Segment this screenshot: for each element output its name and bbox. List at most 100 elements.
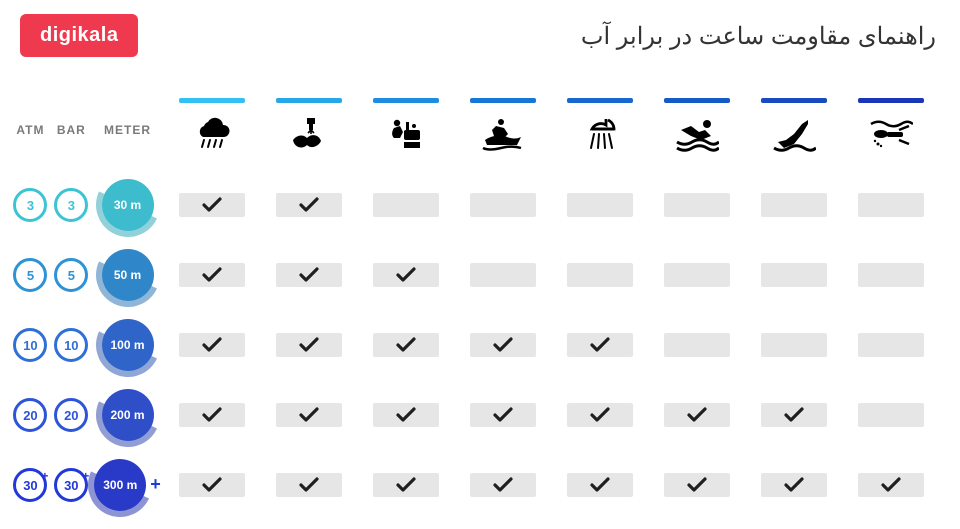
- support-cell: [179, 263, 245, 287]
- page-title: راهنمای مقاومت ساعت در برابر آب: [581, 22, 936, 51]
- activity-header-shower: [552, 98, 649, 161]
- activity-bar: [276, 98, 342, 103]
- support-cell: [664, 473, 730, 497]
- check-icon: [202, 197, 222, 213]
- column-header-meter: METER: [92, 98, 164, 161]
- support-cell: [567, 193, 633, 217]
- bar-badge: 20: [54, 398, 88, 432]
- jetski-icon: [455, 113, 552, 155]
- support-cell: [470, 263, 536, 287]
- check-icon: [590, 337, 610, 353]
- bar-badge: 30+: [54, 468, 88, 502]
- support-cell: [761, 333, 827, 357]
- check-icon: [493, 337, 513, 353]
- support-cell: [470, 473, 536, 497]
- check-icon: [687, 407, 707, 423]
- support-cell: [373, 193, 439, 217]
- activity-header-dive: [746, 98, 843, 161]
- shower-icon: [552, 113, 649, 155]
- support-cell: [179, 403, 245, 427]
- support-cell: [276, 333, 342, 357]
- support-cell: [567, 473, 633, 497]
- support-cell: [761, 403, 827, 427]
- check-icon: [493, 407, 513, 423]
- dive-icon: [746, 113, 843, 155]
- check-icon: [299, 197, 319, 213]
- table-row: 30+30+300 m+: [10, 459, 940, 511]
- atm-badge: 5: [13, 258, 47, 292]
- check-icon: [493, 477, 513, 493]
- check-icon: [784, 477, 804, 493]
- table-row: 2020200 m: [10, 389, 940, 441]
- support-cell: [179, 333, 245, 357]
- support-cell: [470, 193, 536, 217]
- support-cell: [858, 473, 924, 497]
- support-cell: [567, 333, 633, 357]
- support-cell: [276, 403, 342, 427]
- activity-bar: [858, 98, 924, 103]
- check-icon: [590, 477, 610, 493]
- bath-icon: [357, 113, 454, 155]
- bar-badge: 10: [54, 328, 88, 362]
- support-cell: [373, 403, 439, 427]
- support-cell: [470, 403, 536, 427]
- check-icon: [299, 407, 319, 423]
- support-cell: [373, 333, 439, 357]
- check-icon: [299, 477, 319, 493]
- activity-bar: [567, 98, 633, 103]
- bar-badge: 5: [54, 258, 88, 292]
- column-header-bar: BAR: [51, 98, 92, 161]
- support-cell: [664, 263, 730, 287]
- support-cell: [664, 333, 730, 357]
- check-icon: [299, 267, 319, 283]
- meter-badge: 200 m: [102, 389, 154, 441]
- support-cell: [858, 333, 924, 357]
- check-icon: [202, 407, 222, 423]
- activity-header-wash: [260, 98, 357, 161]
- support-cell: [858, 403, 924, 427]
- activity-bar: [373, 98, 439, 103]
- check-icon: [202, 337, 222, 353]
- bar-badge: 3: [54, 188, 88, 222]
- check-icon: [396, 267, 416, 283]
- activity-bar: [761, 98, 827, 103]
- check-icon: [881, 477, 901, 493]
- activity-header-rain: [163, 98, 260, 161]
- rain-icon: [163, 113, 260, 155]
- wash-icon: [260, 113, 357, 155]
- swim-icon: [649, 113, 746, 155]
- brand-logo: digikala: [20, 14, 138, 57]
- activity-header-bath: [357, 98, 454, 161]
- support-cell: [858, 263, 924, 287]
- activity-header-jetski: [455, 98, 552, 161]
- support-cell: [276, 193, 342, 217]
- meter-badge: 100 m: [102, 319, 154, 371]
- support-cell: [179, 473, 245, 497]
- check-icon: [784, 407, 804, 423]
- support-cell: [761, 193, 827, 217]
- support-cell: [179, 193, 245, 217]
- meter-badge: 30 m: [102, 179, 154, 231]
- table-row: 33 30 m: [10, 179, 940, 231]
- water-resistance-table: ATMBARMETER3330 m5550 m1010100 m2020200 …: [0, 80, 960, 529]
- check-icon: [202, 267, 222, 283]
- table-row: 5550 m: [10, 249, 940, 301]
- check-icon: [299, 337, 319, 353]
- atm-badge: 30+: [13, 468, 47, 502]
- support-cell: [373, 263, 439, 287]
- support-cell: [276, 263, 342, 287]
- atm-badge: 3: [13, 188, 47, 222]
- scuba-icon: [843, 113, 940, 155]
- support-cell: [373, 473, 439, 497]
- meter-badge: 300 m: [94, 459, 146, 511]
- support-cell: [761, 263, 827, 287]
- check-icon: [590, 407, 610, 423]
- support-cell: [470, 333, 536, 357]
- support-cell: [567, 263, 633, 287]
- check-icon: [396, 337, 416, 353]
- support-cell: [664, 193, 730, 217]
- check-icon: [202, 477, 222, 493]
- atm-badge: 10: [13, 328, 47, 362]
- support-cell: [858, 193, 924, 217]
- activity-header-swim: [649, 98, 746, 161]
